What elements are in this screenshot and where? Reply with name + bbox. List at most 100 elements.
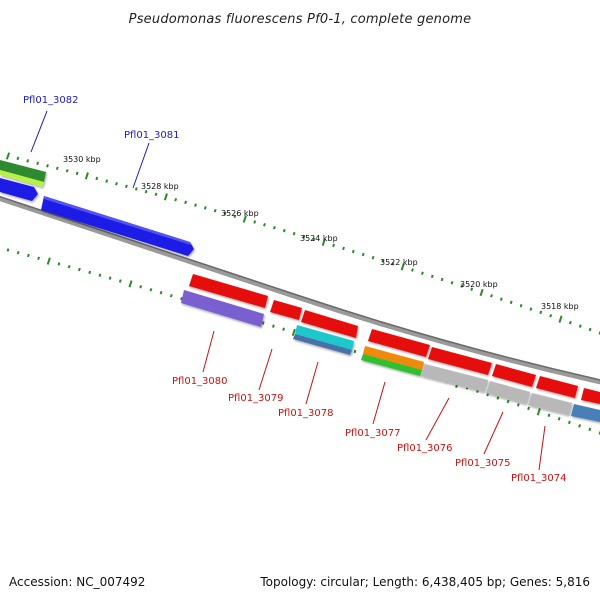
minor-tick [588, 327, 592, 332]
minor-tick [302, 234, 306, 239]
gene-label-pfl01-3074[interactable]: Pfl01_3074 [511, 473, 567, 484]
gene-label-pfl01-3077[interactable]: Pfl01_3077 [345, 428, 401, 439]
minor-tick [371, 255, 375, 260]
minor-tick [381, 258, 385, 263]
minor-tick [509, 300, 513, 305]
minor-tick [282, 327, 286, 331]
gene-pfl01-3076-red[interactable] [428, 347, 492, 375]
gene-label-pfl01-3075[interactable]: Pfl01_3075 [455, 458, 511, 469]
gene-left-edge-forward[interactable] [0, 178, 38, 201]
minor-tick [506, 399, 510, 404]
gene-pfl01-3077-red[interactable] [368, 329, 430, 357]
minor-tick [312, 237, 316, 242]
minor-tick [233, 214, 237, 219]
minor-tick [46, 164, 49, 168]
minor-tick [67, 264, 71, 269]
minor-tick [490, 294, 493, 298]
major-tick [291, 328, 296, 337]
minor-tick [519, 303, 523, 308]
minor-tick [598, 331, 600, 335]
minor-tick [272, 225, 276, 230]
minor-tick [159, 290, 163, 295]
gene-label-pfl01-3080[interactable]: Pfl01_3080 [172, 376, 228, 387]
scale-label: 3524 kbp [300, 234, 338, 243]
accession-text: Accession: NC_007492 [9, 575, 145, 589]
scale-label: 3520 kbp [460, 280, 498, 289]
gene-pfl01-3077-orange[interactable] [363, 346, 424, 370]
leader-pfl01-3080 [202, 330, 215, 373]
major-tick [242, 215, 247, 223]
minor-tick [598, 431, 600, 435]
minor-tick [105, 179, 109, 183]
minor-tick [430, 274, 434, 279]
gene-pfl01-3082-lime-band [0, 170, 44, 187]
scale-label: 3522 kbp [380, 258, 418, 267]
gene-pfl01-3077-green[interactable] [361, 354, 422, 376]
gene-label-pfl01-3079[interactable]: Pfl01_3079 [228, 393, 284, 404]
minor-tick [213, 208, 217, 213]
minor-tick [568, 320, 572, 325]
scale-labels: 3530 kbp 3528 kbp 3526 kbp 3524 kbp 3522… [63, 155, 579, 311]
minor-tick [36, 161, 40, 166]
minor-tick [578, 424, 582, 428]
minor-tick [353, 349, 357, 354]
minor-tick [115, 181, 118, 186]
minor-tick [420, 271, 424, 275]
gene-pfl01-3081[interactable] [41, 196, 194, 256]
gene-label-pfl01-3076[interactable]: Pfl01_3076 [397, 443, 453, 454]
major-tick [479, 288, 484, 297]
gene-pfl01-3080-red[interactable] [189, 274, 268, 308]
gene-pfl01-3082-block[interactable] [0, 160, 46, 182]
gene-pfl01-3076-gray[interactable] [421, 364, 488, 392]
minor-tick [26, 253, 30, 258]
minor-tick [567, 420, 571, 425]
gene-pfl01-3075-red[interactable] [492, 364, 536, 387]
minor-tick [26, 159, 30, 163]
minor-tick [223, 211, 227, 216]
minor-tick [75, 171, 79, 176]
minor-tick [261, 321, 265, 325]
minor-tick [154, 192, 158, 197]
minor-tick [292, 231, 296, 236]
minor-tick [271, 324, 275, 328]
minor-tick [57, 262, 61, 266]
gene-pfl01-3074-red[interactable] [536, 376, 578, 398]
gene-label-pfl01-3082[interactable]: Pfl01_3082 [23, 95, 79, 106]
minor-tick [174, 197, 178, 202]
genome-backbone [0, 196, 600, 385]
minor-tick [391, 262, 395, 266]
minor-tick [527, 406, 531, 411]
minor-tick [65, 169, 69, 173]
minor-tick [440, 277, 444, 282]
minor-tick [411, 268, 414, 272]
minor-tick [499, 297, 503, 301]
gene-right-edge-red[interactable] [581, 388, 600, 404]
minor-tick [134, 187, 138, 191]
minor-tick [450, 281, 454, 285]
gene-pfl01-3080-domain[interactable] [181, 290, 264, 327]
gene-pfl01-3078-steel[interactable] [293, 334, 352, 355]
major-tick [163, 193, 168, 201]
gene-label-pfl01-3081[interactable]: Pfl01_3081 [124, 130, 180, 141]
minor-tick [203, 206, 207, 210]
minor-tick [486, 392, 490, 397]
gene-pfl01-3075-gray[interactable] [486, 381, 530, 404]
minor-tick [139, 285, 143, 289]
minor-tick [460, 284, 464, 288]
scale-label: 3528 kbp [141, 182, 179, 191]
gene-pfl01-3078-cyan[interactable] [295, 325, 354, 350]
gene-pfl01-3079[interactable] [270, 300, 302, 320]
scale-label: 3518 kbp [541, 302, 579, 311]
gene-pfl01-3074-gray[interactable] [528, 393, 572, 415]
minor-tick [361, 252, 365, 257]
minor-tick [549, 314, 553, 318]
gene-label-pfl01-3078[interactable]: Pfl01_3078 [278, 408, 334, 419]
major-tick [5, 152, 11, 160]
gene-right-edge-steel[interactable] [571, 404, 600, 422]
minor-tick [547, 413, 551, 418]
gene-pfl01-3078-red[interactable] [301, 310, 358, 338]
genome-info-text: Topology: circular; Length: 6,438,405 bp… [259, 575, 590, 589]
minor-tick [539, 310, 543, 315]
leader-pfl01-3075 [483, 411, 504, 455]
